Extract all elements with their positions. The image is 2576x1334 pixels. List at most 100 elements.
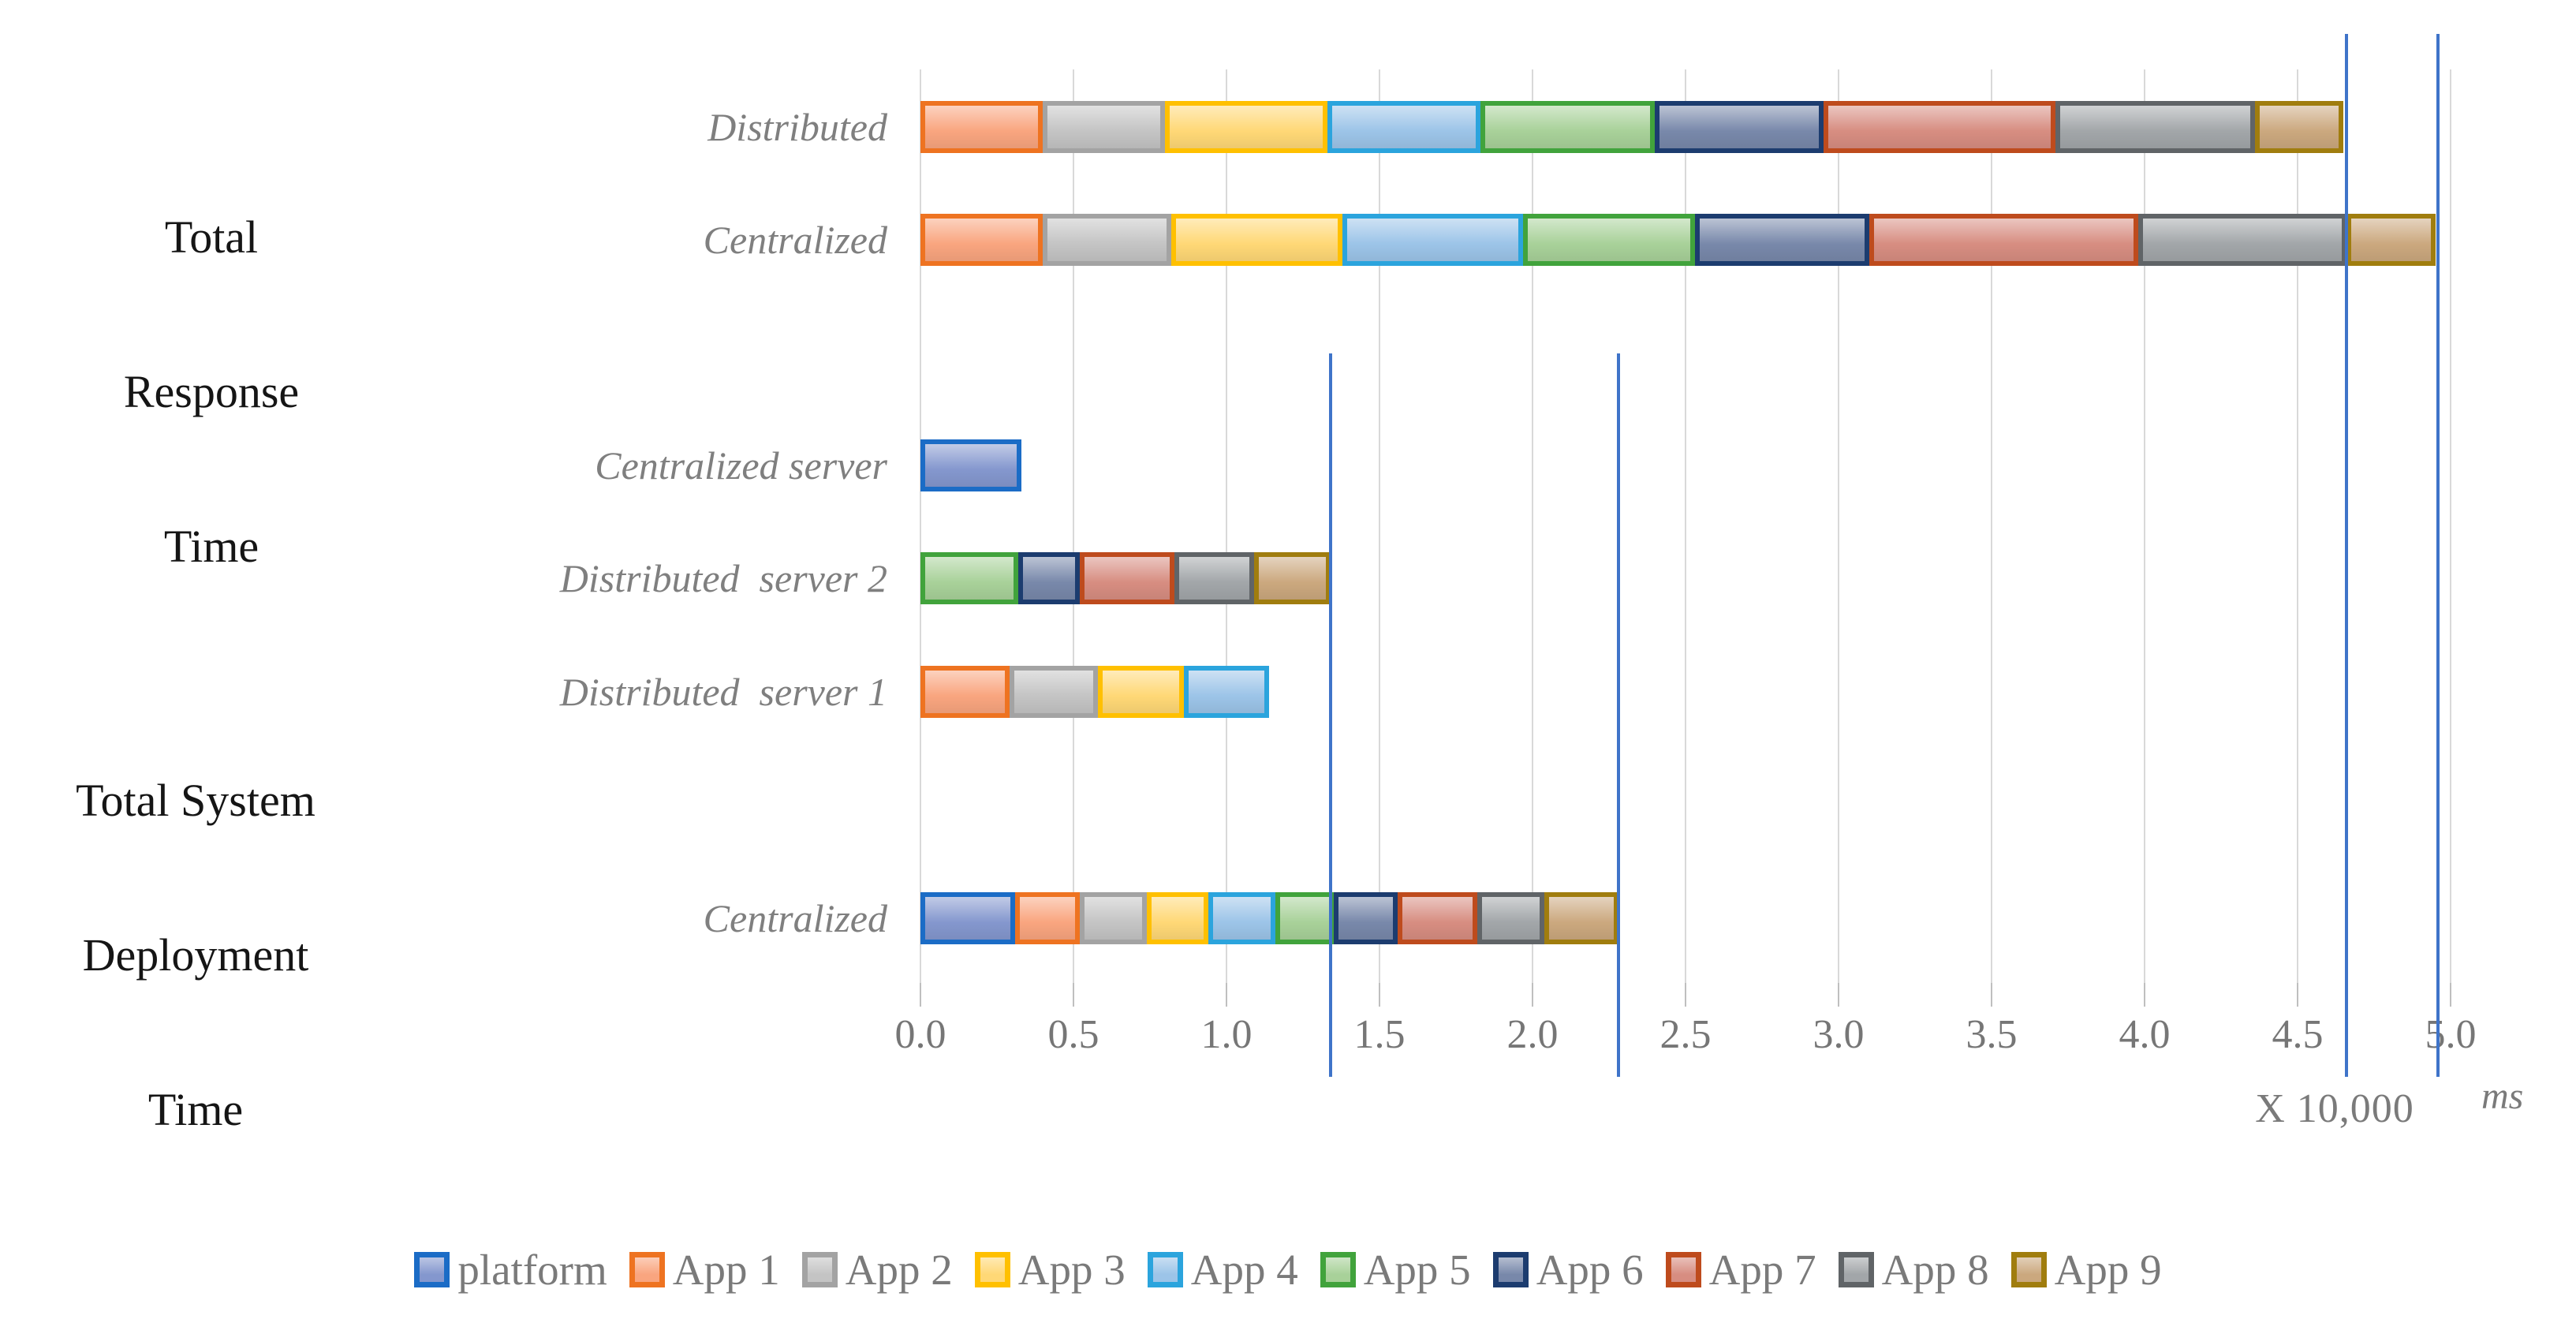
group-label-line: Time <box>147 1084 244 1135</box>
bar-segment-app-1 <box>1015 892 1080 944</box>
tick-mark <box>1532 983 1533 1007</box>
gridline <box>1838 69 1839 983</box>
group-label-response: Total Response Time <box>22 121 401 663</box>
tick-mark <box>1226 983 1227 1007</box>
bar-segment-app-1 <box>920 666 1010 718</box>
bar-segment-app-5 <box>920 552 1019 604</box>
tick-mark <box>1685 983 1686 1007</box>
bar-row <box>920 552 1331 604</box>
group-label-line: Time <box>163 521 259 572</box>
tick-label: 5.0 <box>2425 1012 2477 1057</box>
legend-label: App 3 <box>1017 1246 1126 1294</box>
group-label-line: Response <box>123 366 300 417</box>
row-label: Distributed server 2 <box>559 556 887 600</box>
row-label: Distributed server 1 <box>559 670 887 714</box>
legend-item-app-5: App 5 <box>1320 1245 1471 1295</box>
legend-label: platform <box>457 1246 607 1294</box>
axis-scale-note: X 10,000 <box>2255 1086 2414 1131</box>
tick-label: 3.5 <box>1966 1012 2018 1057</box>
tick-mark <box>2144 983 2145 1007</box>
tick-mark <box>1379 983 1380 1007</box>
bar-row <box>920 101 2344 153</box>
bar-segment-app-6 <box>1018 552 1080 604</box>
bar-segment-app-5 <box>1480 101 1656 153</box>
bar-segment-app-3 <box>1147 892 1208 944</box>
bar-segment-app-9 <box>2346 214 2436 266</box>
bar-segment-app-5 <box>1523 214 1695 266</box>
legend-item-app-4: App 4 <box>1147 1245 1298 1295</box>
legend-item-app-9: App 9 <box>2010 1245 2162 1295</box>
tick-mark <box>920 983 921 1007</box>
tick-mark <box>1991 983 1992 1007</box>
bar-row <box>920 214 2436 266</box>
tick-mark <box>1838 983 1839 1007</box>
bar-segment-app-2 <box>1043 101 1166 153</box>
legend-item-platform: platform <box>414 1245 607 1295</box>
legend-label: App 8 <box>1881 1246 1989 1294</box>
bar-segment-app-7 <box>1079 552 1175 604</box>
legend-swatch-icon <box>1147 1252 1183 1287</box>
gridline <box>2144 69 2145 983</box>
gridline <box>2297 69 2298 983</box>
legend-swatch-icon <box>414 1252 450 1287</box>
bar-segment-app-8 <box>1174 552 1254 604</box>
gridline <box>1685 69 1686 983</box>
legend-item-app-7: App 7 <box>1665 1245 1816 1295</box>
reference-line <box>2436 34 2440 1077</box>
bar-segment-app-7 <box>1869 214 2139 266</box>
bar-segment-app-7 <box>1398 892 1478 944</box>
bar-segment-app-2 <box>1009 666 1099 718</box>
legend-item-app-8: App 8 <box>1838 1245 1989 1295</box>
bar-segment-app-8 <box>1477 892 1545 944</box>
legend-item-app-1: App 1 <box>629 1245 780 1295</box>
gridline <box>920 69 921 983</box>
bar-segment-app-2 <box>1043 214 1172 266</box>
bar-segment-platform <box>920 439 1022 491</box>
bar-segment-app-3 <box>1165 101 1327 153</box>
tick-label: 4.5 <box>2272 1012 2324 1057</box>
tick-label: 2.5 <box>1659 1012 1712 1057</box>
gridline <box>1532 69 1533 983</box>
gridline <box>2450 69 2451 983</box>
bar-segment-app-5 <box>1275 892 1334 944</box>
bar-segment-app-9 <box>2254 101 2344 153</box>
legend-label: App 1 <box>672 1246 780 1294</box>
gridline <box>1991 69 1992 983</box>
bar-segment-app-4 <box>1208 892 1276 944</box>
bar-segment-app-4 <box>1342 214 1524 266</box>
bar-segment-app-4 <box>1183 666 1270 718</box>
bar-segment-app-1 <box>920 101 1043 153</box>
gridline <box>1226 69 1227 983</box>
tick-label: 1.5 <box>1353 1012 1406 1057</box>
tick-mark <box>2297 983 2298 1007</box>
legend: platform App 1 App 2 App 3 App 4 App 5 App 6 Ap… <box>0 1245 2576 1295</box>
reference-line <box>1616 353 1620 1077</box>
bar-segment-app-4 <box>1327 101 1480 153</box>
legend-item-app-2: App 2 <box>801 1245 953 1295</box>
legend-item-app-3: App 3 <box>974 1245 1126 1295</box>
row-label: Centralized <box>703 218 887 262</box>
group-label-line: Deployment <box>82 929 309 981</box>
bar-row <box>920 666 1270 718</box>
tick-label: 2.0 <box>1506 1012 1559 1057</box>
legend-label: App 5 <box>1363 1246 1471 1294</box>
bar-row <box>920 892 1618 944</box>
bar-segment-app-6 <box>1694 214 1869 266</box>
legend-label: App 7 <box>1708 1246 1816 1294</box>
row-label: Centralized <box>703 896 887 940</box>
legend-swatch-icon <box>1665 1252 1701 1287</box>
tick-label: 4.0 <box>2119 1012 2171 1057</box>
legend-item-app-6: App 6 <box>1492 1245 1644 1295</box>
legend-label: App 4 <box>1190 1246 1298 1294</box>
legend-label: App 2 <box>845 1246 953 1294</box>
bar-segment-app-8 <box>2138 214 2346 266</box>
tick-mark <box>1073 983 1074 1007</box>
gridline <box>1073 69 1074 983</box>
bar-segment-app-8 <box>2055 101 2255 153</box>
bar-segment-app-3 <box>1171 214 1343 266</box>
row-label: Distributed <box>707 105 887 149</box>
row-label: Centralized server <box>595 443 887 488</box>
bar-segment-app-9 <box>1544 892 1618 944</box>
